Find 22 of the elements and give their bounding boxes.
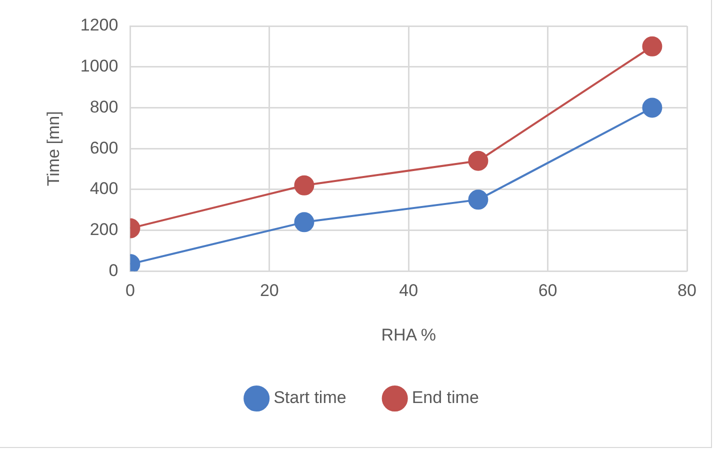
y-tick-label: 800 — [90, 97, 118, 116]
x-axis-title: RHA % — [381, 325, 436, 344]
x-tick-label: 0 — [125, 281, 135, 300]
x-tick-label: 60 — [538, 281, 558, 300]
y-tick-label: 1200 — [80, 16, 118, 35]
point — [468, 150, 488, 171]
legend-label: End time — [412, 388, 479, 408]
y-tick-label: 1000 — [80, 56, 118, 76]
y-tick-label: 600 — [90, 138, 118, 158]
point — [294, 212, 314, 232]
y-tick-label: 200 — [90, 220, 118, 240]
x-tick-label: 40 — [399, 281, 418, 300]
legend-label: Start time — [274, 388, 346, 408]
y-tick-label: 0 — [108, 260, 118, 280]
point — [642, 36, 662, 56]
x-tick-label: 20 — [260, 281, 279, 300]
y-axis-title: Time [mn] — [44, 111, 63, 186]
x-tick-label: 80 — [678, 281, 696, 300]
point — [294, 175, 314, 196]
point — [642, 98, 662, 118]
y-tick-label: 400 — [90, 179, 118, 198]
point — [468, 190, 488, 210]
